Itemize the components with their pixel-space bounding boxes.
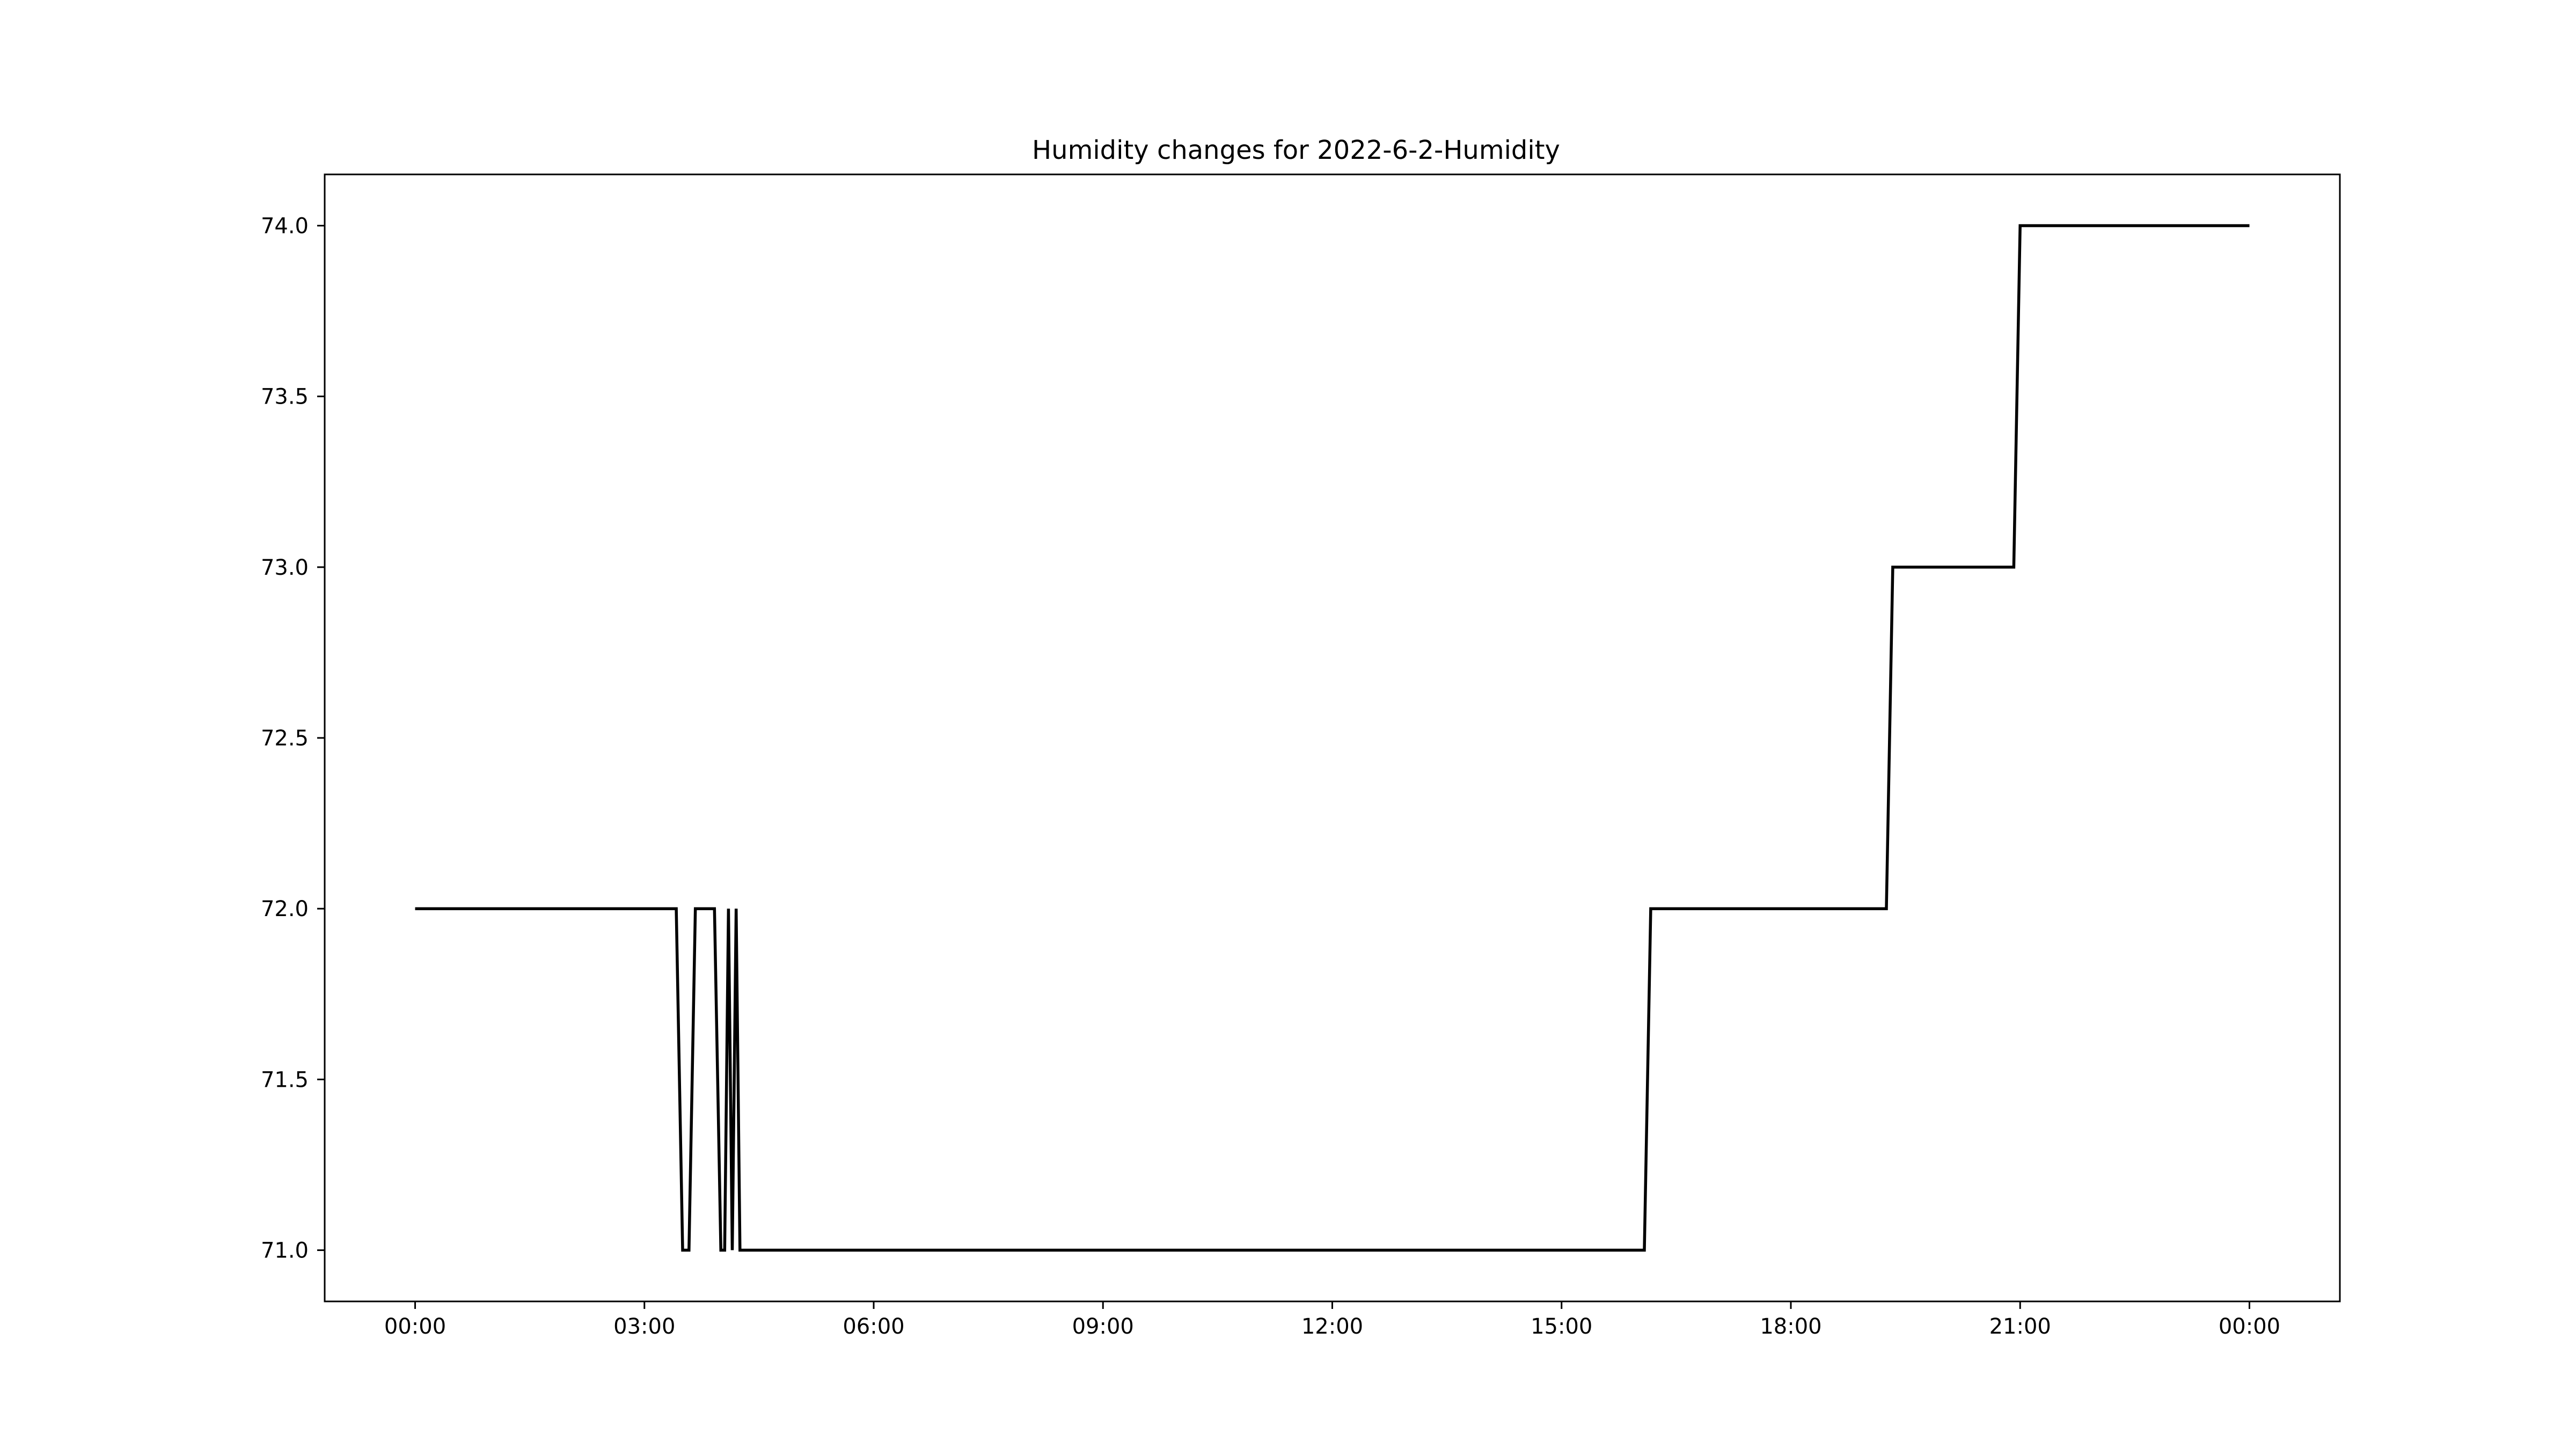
- x-tick-label: 09:00: [1072, 1314, 1134, 1339]
- x-tick-label: 03:00: [613, 1314, 675, 1339]
- x-tick-label: 00:00: [384, 1314, 446, 1339]
- plot-frame: [324, 173, 2341, 1302]
- y-tick-label: 73.5: [261, 385, 309, 409]
- x-tick-label: 06:00: [843, 1314, 904, 1339]
- y-tick-label: 74.0: [261, 214, 309, 238]
- y-tick-label: 72.0: [261, 897, 309, 921]
- x-tick-label: 15:00: [1531, 1314, 1592, 1339]
- y-tick-label: 72.5: [261, 726, 309, 751]
- y-axis-ticks: 71.0 71.5 72.0 72.5 73.0 73.5 74.0: [261, 214, 325, 1263]
- x-tick-label: 12:00: [1301, 1314, 1363, 1339]
- chart-title: Humidity changes for 2022-6-2-Humidity: [1032, 135, 1560, 165]
- x-axis-ticks: 00:00 03:00 06:00 09:00 12:00 15:00 18:00 21:00…: [384, 1301, 2280, 1339]
- x-tick-label: 00:00: [2219, 1314, 2280, 1339]
- y-tick-label: 71.5: [261, 1067, 309, 1092]
- y-tick-label: 71.0: [261, 1239, 309, 1263]
- x-tick-label: 21:00: [1989, 1314, 2051, 1339]
- y-tick-label: 73.0: [261, 555, 309, 580]
- humidity-series-line: [415, 224, 2250, 1252]
- x-tick-label: 18:00: [1760, 1314, 1821, 1339]
